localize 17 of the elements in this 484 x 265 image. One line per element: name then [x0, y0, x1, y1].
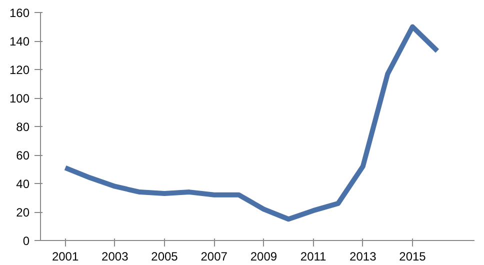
x-tick-label: 2013 [350, 250, 377, 264]
x-tick-label: 2003 [102, 250, 129, 264]
y-tick-label: 140 [9, 34, 30, 48]
y-tick-label: 120 [9, 63, 30, 77]
x-tick-label: 2015 [399, 250, 426, 264]
y-tick-label: 100 [9, 92, 30, 106]
y-tick-label: 20 [16, 206, 30, 220]
y-tick-label: 40 [16, 177, 30, 191]
x-tick-label: 2007 [200, 250, 228, 264]
y-tick-label: 0 [22, 234, 30, 248]
y-tick-label: 60 [16, 148, 30, 162]
y-tick-label: 160 [9, 6, 30, 20]
y-tick-label: 80 [16, 120, 30, 134]
x-tick-label: 2009 [250, 250, 278, 264]
x-tick-label: 2005 [151, 250, 178, 264]
x-tick-label: 2001 [52, 250, 79, 264]
x-tick-label: 2011 [300, 250, 327, 264]
